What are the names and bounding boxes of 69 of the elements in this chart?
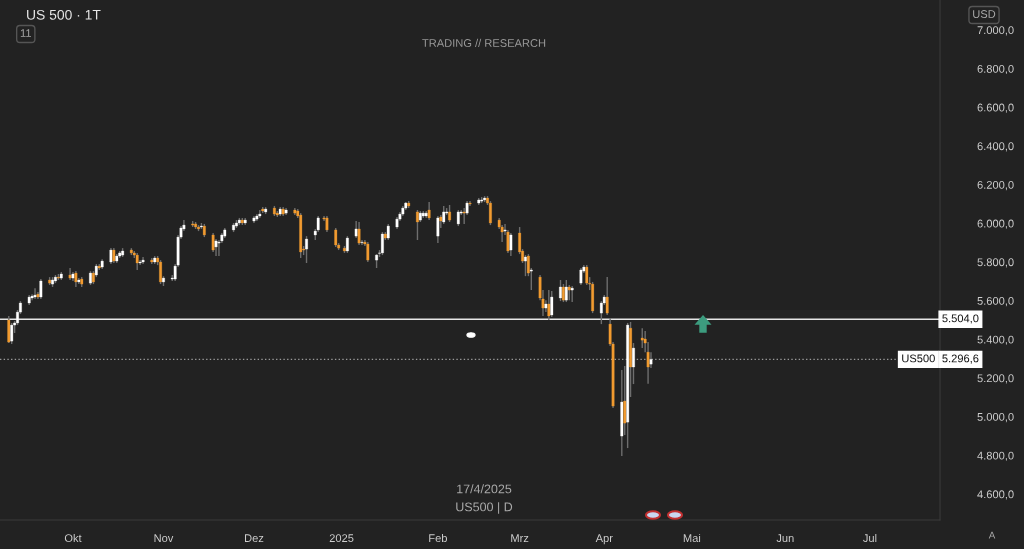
y-tick-label: 5.400,0 xyxy=(977,335,1014,345)
candlestick xyxy=(375,253,378,269)
text: USD xyxy=(973,10,996,18)
candlestick xyxy=(129,247,133,256)
y-tick-label: 4.800,0 xyxy=(977,451,1014,461)
candlestick xyxy=(640,327,644,349)
y-tick-label: 6.000,0 xyxy=(977,219,1014,229)
ref-line-label: 5.296,6 xyxy=(942,354,979,364)
annotation: 11 xyxy=(20,29,31,37)
candlestick xyxy=(509,232,513,257)
x-tick-label: Nov xyxy=(154,534,174,543)
x-tick-label: Feb xyxy=(429,533,447,543)
x-tick-label: 2025 xyxy=(329,534,354,543)
candlestick xyxy=(632,342,635,385)
y-tick-label: 6.400,0 xyxy=(977,142,1014,152)
x-tick-label: Jul xyxy=(863,533,877,543)
candlestick xyxy=(51,276,54,288)
candlestick xyxy=(649,351,653,369)
candlestick xyxy=(448,204,451,223)
candlestick xyxy=(343,245,346,254)
candlestick xyxy=(559,279,562,302)
annotation: 17/4/2025 xyxy=(457,484,512,494)
candlestick xyxy=(200,222,203,230)
ref-line-label: 5.504,0 xyxy=(942,314,979,324)
candlestick xyxy=(235,219,238,229)
candlestick xyxy=(334,227,338,248)
x-tick-label: Okt xyxy=(64,533,82,543)
candlestick xyxy=(89,270,92,286)
annotation: US500 | D xyxy=(456,502,513,514)
candlestick xyxy=(346,235,349,254)
y-tick-label: 6.200,0 xyxy=(977,180,1014,191)
y-tick-label: 4.600,0 xyxy=(977,490,1014,500)
candlestick xyxy=(197,224,200,232)
candlestick xyxy=(54,274,57,284)
candlestick xyxy=(629,321,632,398)
candlestick xyxy=(159,259,162,285)
candlestick xyxy=(524,254,527,277)
candlestick xyxy=(416,209,419,241)
candlestick xyxy=(211,232,215,253)
x-tick-label: Mai xyxy=(683,533,701,543)
candlestick xyxy=(7,315,11,344)
x-tick-label: Jun xyxy=(776,534,794,543)
candlestick xyxy=(550,290,554,318)
candlestick xyxy=(529,267,533,291)
text: TRADING // RESEARCH xyxy=(422,38,546,47)
y-tick-label: 5.600,0 xyxy=(977,296,1014,307)
x-tick-label: Dez xyxy=(245,534,264,543)
y-tick-label: 6.800,0 xyxy=(977,64,1014,75)
candlestick xyxy=(591,281,594,314)
candlestick xyxy=(194,221,197,230)
candlestick xyxy=(48,276,52,286)
x-tick-label: Apr xyxy=(595,534,613,545)
y-tick-label: 5.800,0 xyxy=(977,258,1014,268)
text: A xyxy=(988,531,996,539)
candlestick xyxy=(305,235,308,264)
candlestick xyxy=(626,322,630,449)
candlestick xyxy=(10,322,14,345)
text: US 500 · 1T xyxy=(27,9,101,20)
candlestick xyxy=(232,222,235,233)
y-tick-label: 6.600,0 xyxy=(977,103,1014,113)
x-tick-label: Mrz xyxy=(511,534,529,542)
candlestick xyxy=(273,205,276,217)
candlestick xyxy=(381,231,384,256)
annotation: US500 xyxy=(902,354,935,363)
y-tick-label: 5.200,0 xyxy=(977,374,1014,384)
candlestick xyxy=(162,275,165,287)
candlestick xyxy=(489,200,492,226)
y-tick-label: 5.000,0 xyxy=(977,413,1014,423)
y-tick-label: 7.000,0 xyxy=(977,26,1014,36)
